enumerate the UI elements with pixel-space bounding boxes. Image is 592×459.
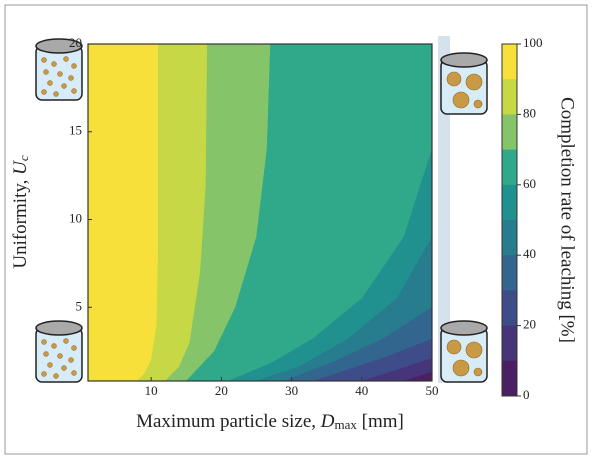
contour-line xyxy=(165,43,208,382)
stripe xyxy=(438,36,450,383)
axes-frame xyxy=(87,43,433,382)
x-tick-label: 10 xyxy=(145,383,158,398)
contour-line xyxy=(186,43,271,382)
y-tick-label: 5 xyxy=(76,298,83,313)
x-axis-label: Maximum particle size, Dmax [mm] xyxy=(136,411,404,432)
colorbar-frame xyxy=(501,43,518,397)
contour-region xyxy=(361,358,432,381)
colorbar-tick-label: 20 xyxy=(523,317,536,332)
contour-line xyxy=(136,44,159,382)
y-tick-label: 15 xyxy=(69,123,82,138)
colorbar-tick-label: 80 xyxy=(523,105,536,120)
icon xyxy=(35,320,83,383)
contour-line xyxy=(312,338,433,382)
contour-line xyxy=(256,236,433,382)
plot-area xyxy=(88,43,433,382)
contour-line xyxy=(361,357,433,382)
y-tick-label: 20 xyxy=(69,35,82,50)
x-tick-label: 20 xyxy=(215,383,228,398)
colorbar-tick-label: 100 xyxy=(523,35,543,50)
colorbar-band xyxy=(502,360,517,396)
colorbar-tick-label: 0 xyxy=(523,387,530,402)
x-tick-label: 30 xyxy=(285,383,298,398)
icon xyxy=(440,52,488,115)
colorbar-label: Completion rate of leaching [%] xyxy=(557,97,578,343)
contour-line xyxy=(403,371,433,382)
y-axis-label: Uniformity, Uc xyxy=(10,155,31,269)
x-tick-label: 50 xyxy=(426,383,439,398)
contour-line xyxy=(284,307,433,382)
y-tick-label: 10 xyxy=(69,211,82,226)
contour-line xyxy=(228,149,433,382)
x-tick-label: 40 xyxy=(355,383,368,398)
icon xyxy=(440,320,488,383)
colorbar-tick-label: 40 xyxy=(523,246,536,261)
colorbar-tick-label: 60 xyxy=(523,176,536,191)
